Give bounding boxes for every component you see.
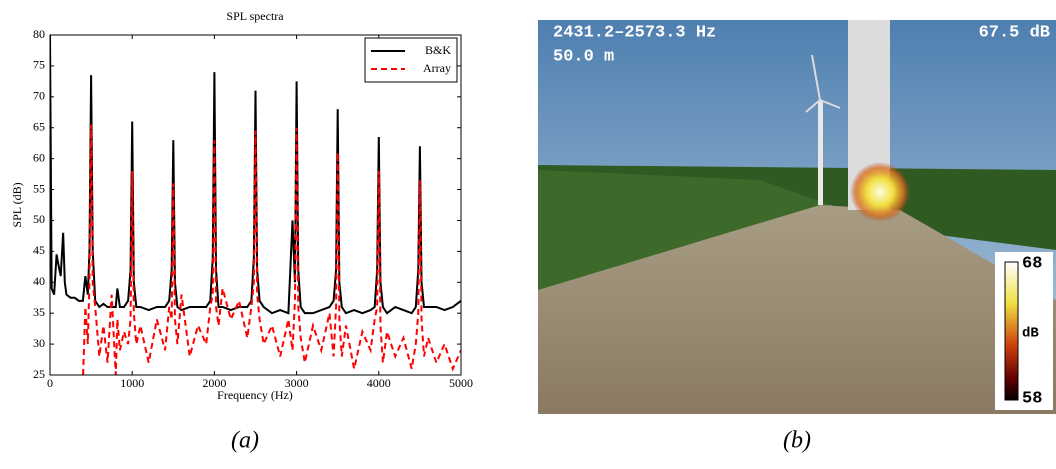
y-tick-label: 35 [33, 305, 45, 319]
chart-title: SPL spectra [226, 9, 284, 23]
colorbar [1005, 262, 1018, 400]
x-tick-label: 4000 [367, 376, 391, 390]
x-axis-label: Frequency (Hz) [217, 388, 293, 402]
colorbar-unit: dB [1022, 326, 1039, 342]
y-axis-label: SPL (dB) [10, 182, 24, 227]
y-tick-label: 55 [33, 181, 45, 195]
y-tick-label: 75 [33, 58, 45, 72]
x-tick-label: 2000 [202, 376, 226, 390]
x-tick-label: 5000 [449, 376, 473, 390]
figure: SPL spectra Frequency (Hz) SPL (dB) (a) … [0, 0, 1056, 464]
frequency-band: 2431.2–2573.3 Hz [553, 23, 716, 42]
colorbar-max: 68 [1022, 254, 1042, 273]
data-line [50, 125, 461, 394]
plot-area [50, 35, 461, 394]
legend-label: Array [423, 61, 451, 75]
distance: 50.0 m [553, 47, 614, 66]
x-tick-label: 1000 [120, 376, 144, 390]
x-tick-label: 0 [47, 376, 53, 390]
photo [538, 20, 1056, 414]
x-tick-label: 3000 [285, 376, 309, 390]
caption: (b) [783, 428, 811, 454]
legend-label: B&K [425, 43, 451, 57]
y-tick-label: 60 [33, 150, 45, 164]
y-tick-label: 80 [33, 27, 45, 41]
caption: (a) [231, 428, 259, 454]
y-tick-label: 30 [33, 336, 45, 350]
y-tick-label: 70 [33, 89, 45, 103]
y-tick-label: 25 [33, 367, 45, 381]
y-tick-label: 45 [33, 243, 45, 257]
level: 67.5 dB [979, 23, 1050, 42]
y-tick-label: 65 [33, 119, 45, 133]
y-tick-label: 50 [33, 212, 45, 226]
colorbar-min: 58 [1022, 389, 1042, 408]
y-tick-label: 40 [33, 274, 45, 288]
